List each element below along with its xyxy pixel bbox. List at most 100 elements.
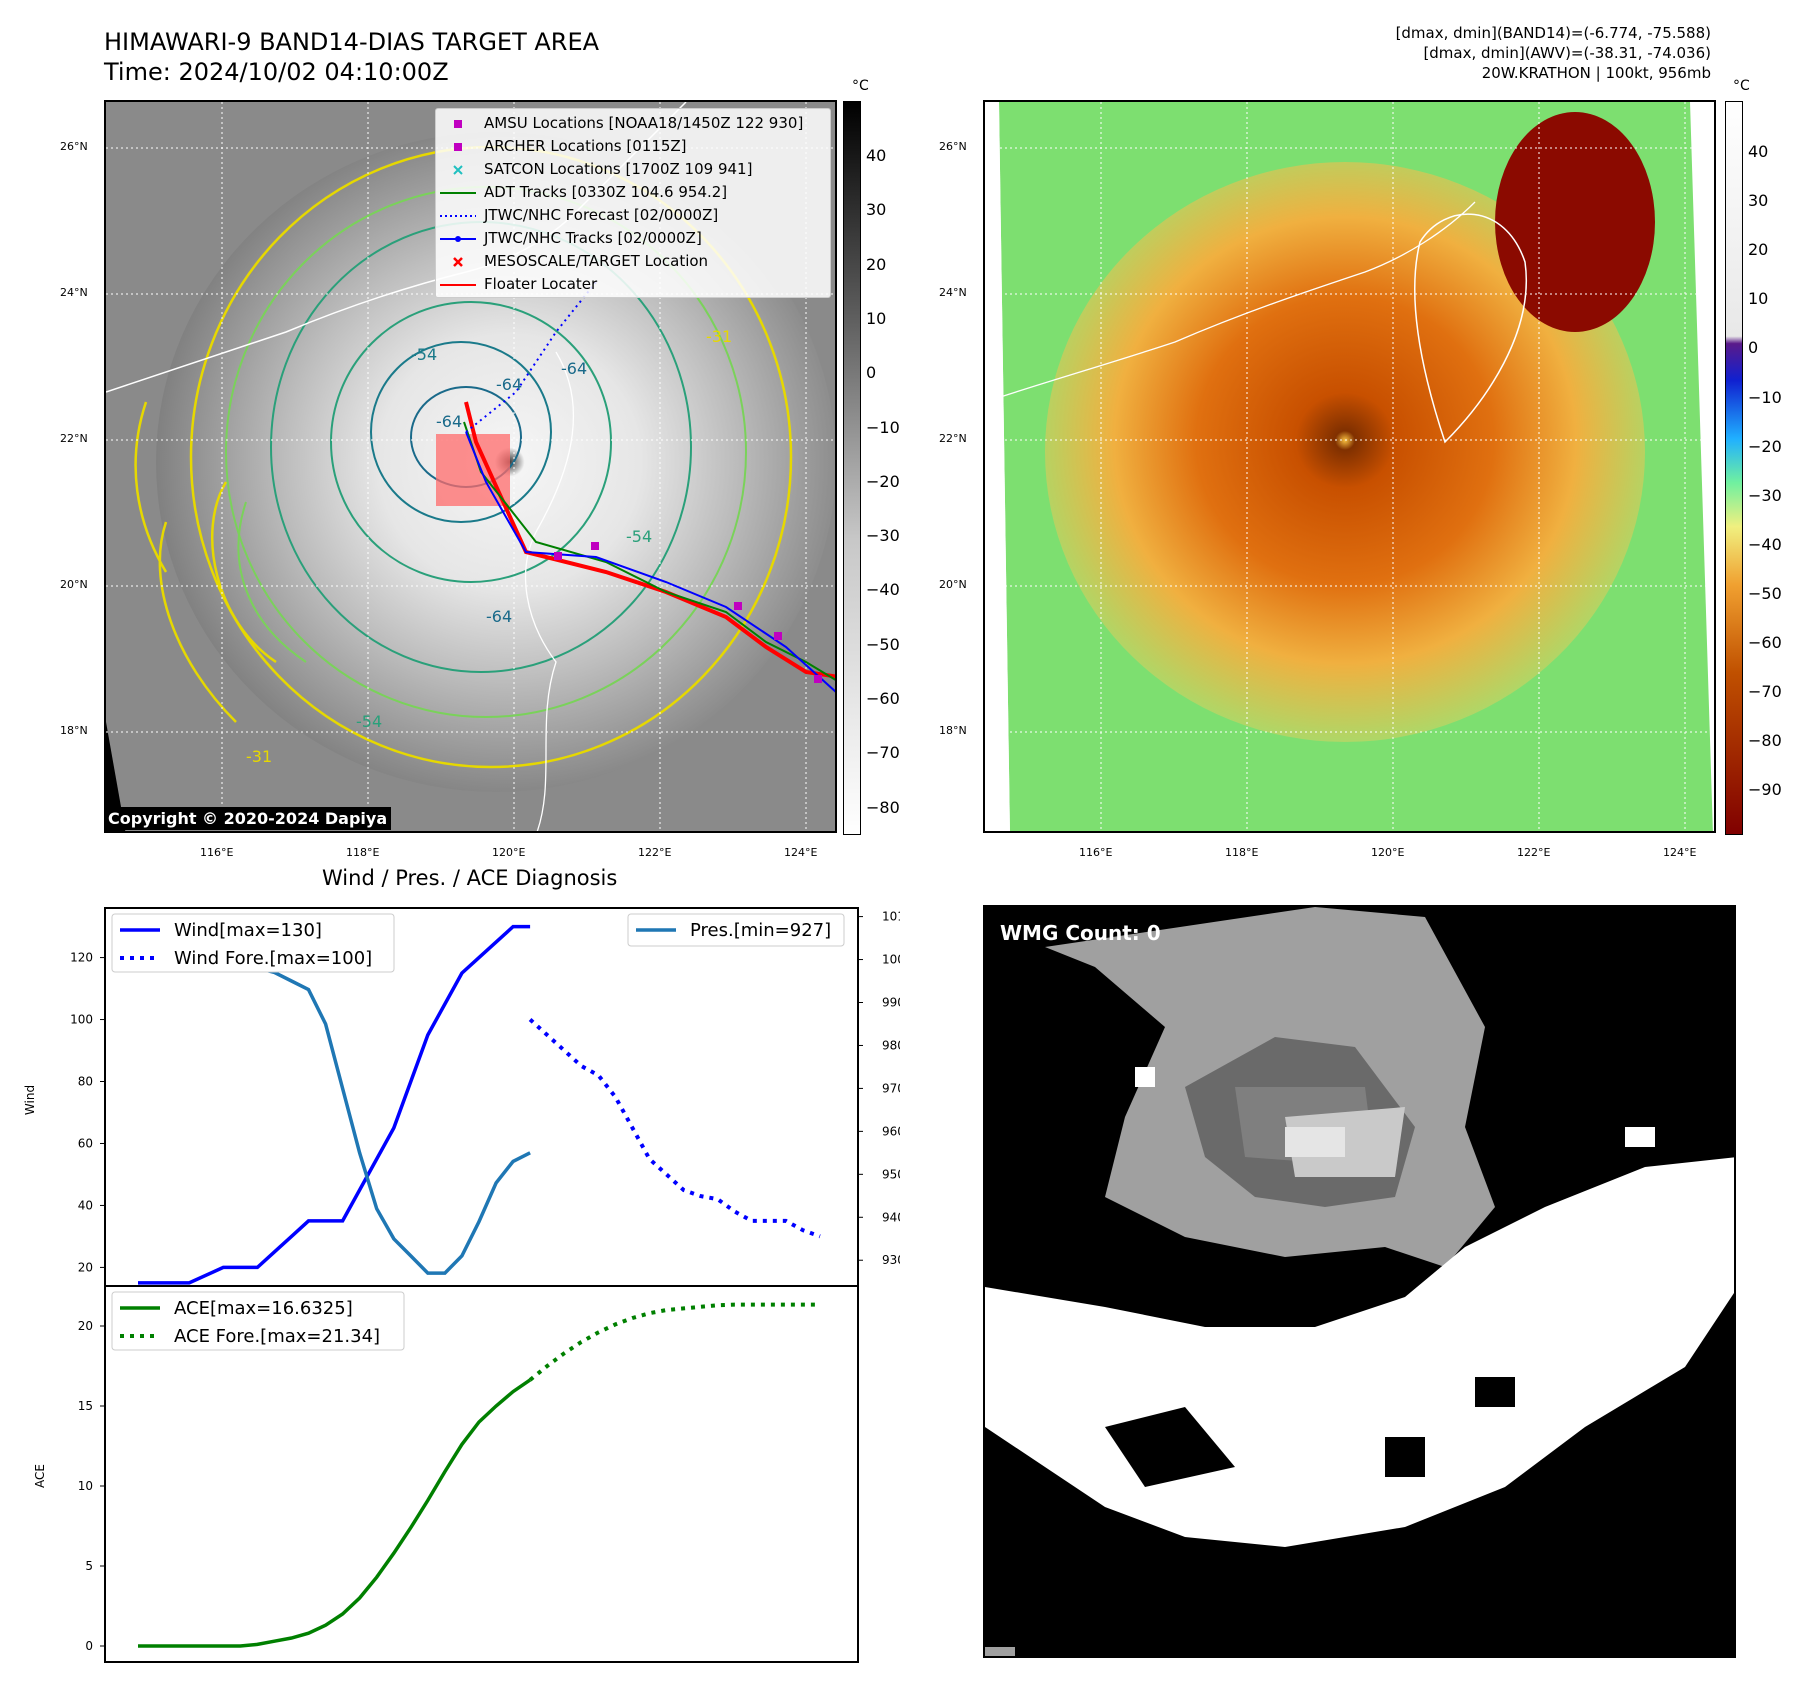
ace-axis-label: ACE bbox=[33, 1464, 47, 1488]
contour-label: -31 bbox=[706, 327, 732, 346]
wind-legend-label: Wind[max=130] bbox=[174, 920, 322, 941]
contour-label: -31 bbox=[246, 747, 272, 766]
colorbar-left-unit: °C bbox=[852, 78, 869, 94]
colorbar-tick: 0 bbox=[1748, 338, 1759, 358]
pres-tick-label: 940 bbox=[882, 1210, 900, 1224]
colorbar-tick: −80 bbox=[1748, 731, 1782, 751]
lon-label: 118°E bbox=[346, 846, 380, 859]
colorbar-tick: 30 bbox=[866, 200, 887, 220]
figure-title: HIMAWARI-9 BAND14-DIAS TARGET AREA bbox=[104, 28, 600, 56]
lat-label: 26°N bbox=[939, 140, 967, 153]
lat-label: 24°N bbox=[60, 286, 88, 299]
ace-tick-label: 10 bbox=[78, 1479, 93, 1493]
ace-axes bbox=[104, 1285, 859, 1663]
enhanced-ir-map bbox=[983, 100, 1716, 833]
pres-legend bbox=[627, 913, 845, 947]
info-band14: [dmax, dmin](BAND14)=(-6.774, -75.588) bbox=[1395, 24, 1711, 42]
pres-tick-label: 980 bbox=[882, 1038, 900, 1052]
pres-tick-label: 950 bbox=[882, 1167, 900, 1181]
lon-label: 124°E bbox=[784, 846, 818, 859]
colorbar-tick: 0 bbox=[866, 363, 877, 383]
lon-label: 118°E bbox=[1225, 846, 1259, 859]
wind-tick-label: 20 bbox=[78, 1260, 93, 1274]
contour-label: -54 bbox=[626, 527, 652, 546]
colorbar-tick: −70 bbox=[1748, 682, 1782, 702]
ace-tick-label: 15 bbox=[78, 1399, 93, 1413]
lat-label: 20°N bbox=[939, 578, 967, 591]
info-storm: 20W.KRATHON | 100kt, 956mb bbox=[1481, 64, 1711, 82]
wind-axis-label: Wind bbox=[23, 1085, 37, 1115]
track-legend: AMSU Locations [NOAA18/1450Z 122 930] AR… bbox=[435, 108, 831, 298]
colorbar-tick: 30 bbox=[1748, 191, 1769, 211]
copyright-label: Copyright © 2020-2024 Dapiya bbox=[104, 807, 392, 830]
ace-series-line bbox=[138, 1378, 532, 1648]
lon-label: 120°E bbox=[492, 846, 526, 859]
wmg-grid-svg bbox=[985, 907, 1734, 1656]
colorbar-tick: −50 bbox=[1748, 583, 1782, 603]
pres-tick-label: 990 bbox=[882, 996, 900, 1010]
colorbar-tick: −80 bbox=[866, 797, 900, 817]
ace-forecast-line bbox=[528, 1302, 820, 1382]
pres-tick-label: 970 bbox=[882, 1081, 900, 1095]
colorbar-tick: 20 bbox=[866, 254, 887, 274]
colorbar-right bbox=[1725, 101, 1743, 835]
colorbar-tick: −90 bbox=[1748, 780, 1782, 800]
wind-tick-label: 40 bbox=[78, 1198, 93, 1212]
figure-time: Time: 2024/10/02 04:10:00Z bbox=[104, 58, 449, 86]
colorbar-tick: −40 bbox=[1748, 534, 1782, 554]
lat-label: 18°N bbox=[939, 724, 967, 737]
contour-label: -54 bbox=[356, 712, 382, 731]
lat-label: 26°N bbox=[60, 140, 88, 153]
wind-forecast-line bbox=[528, 1018, 821, 1239]
wind-tick-label: 100 bbox=[70, 1013, 93, 1027]
colorbar-tick: −10 bbox=[1748, 387, 1782, 407]
ace-tick-label: 20 bbox=[78, 1319, 93, 1333]
colorbar-tick: −30 bbox=[866, 526, 900, 546]
pres-legend-label: Pres.[min=927] bbox=[690, 920, 831, 941]
ace-fore-legend-label: ACE Fore.[max=21.34] bbox=[174, 1326, 380, 1347]
wind-tick-label: 120 bbox=[70, 951, 93, 965]
contour-label: -64 bbox=[561, 359, 587, 378]
lat-label: 22°N bbox=[939, 432, 967, 445]
contour-label: -64 bbox=[436, 412, 462, 431]
diag-title: Wind / Pres. / ACE Diagnosis bbox=[322, 866, 618, 890]
lon-label: 116°E bbox=[1079, 846, 1113, 859]
pres-tick-label: 1000 bbox=[882, 953, 900, 967]
lat-label: 20°N bbox=[60, 578, 88, 591]
ace-tick-label: 5 bbox=[85, 1559, 93, 1573]
colorbar-left bbox=[843, 101, 861, 835]
colorbar-tick: 20 bbox=[1748, 240, 1769, 260]
colorbar-tick: −10 bbox=[866, 417, 900, 437]
pres-tick-label: 960 bbox=[882, 1124, 900, 1138]
wind-tick-label: 80 bbox=[78, 1075, 93, 1089]
colorbar-tick: −20 bbox=[1748, 436, 1782, 456]
colorbar-tick: −40 bbox=[866, 580, 900, 600]
contour-label: -64 bbox=[496, 375, 522, 394]
info-awv: [dmax, dmin](AWV)=(-38.31, -74.036) bbox=[1423, 44, 1711, 62]
colorbar-tick: −70 bbox=[866, 743, 900, 763]
wmg-panel bbox=[983, 905, 1736, 1658]
lon-label: 116°E bbox=[200, 846, 234, 859]
colorbar-tick: −50 bbox=[866, 634, 900, 654]
wind-series-line bbox=[138, 924, 531, 1285]
colorbar-tick: −20 bbox=[866, 471, 900, 491]
lon-label: 122°E bbox=[638, 846, 672, 859]
wmg-count-label: WMG Count: 0 bbox=[1000, 921, 1161, 945]
wind-tick-label: 60 bbox=[78, 1136, 93, 1150]
colorbar-tick: 10 bbox=[1748, 289, 1769, 309]
wind-legend bbox=[111, 913, 395, 973]
lat-label: 18°N bbox=[60, 724, 88, 737]
lon-label: 124°E bbox=[1663, 846, 1697, 859]
ace-legend-label: ACE[max=16.6325] bbox=[174, 1298, 353, 1319]
colorbar-right-unit: °C bbox=[1733, 78, 1750, 94]
ace-legend bbox=[111, 1291, 405, 1351]
colorbar-tick: 40 bbox=[866, 146, 887, 165]
pres-tick-label: 930 bbox=[882, 1253, 900, 1267]
lat-label: 24°N bbox=[939, 286, 967, 299]
lon-label: 122°E bbox=[1517, 846, 1551, 859]
lon-label: 120°E bbox=[1371, 846, 1405, 859]
contour-label: -54 bbox=[411, 345, 437, 364]
enhanced-map-svg bbox=[985, 102, 1714, 831]
